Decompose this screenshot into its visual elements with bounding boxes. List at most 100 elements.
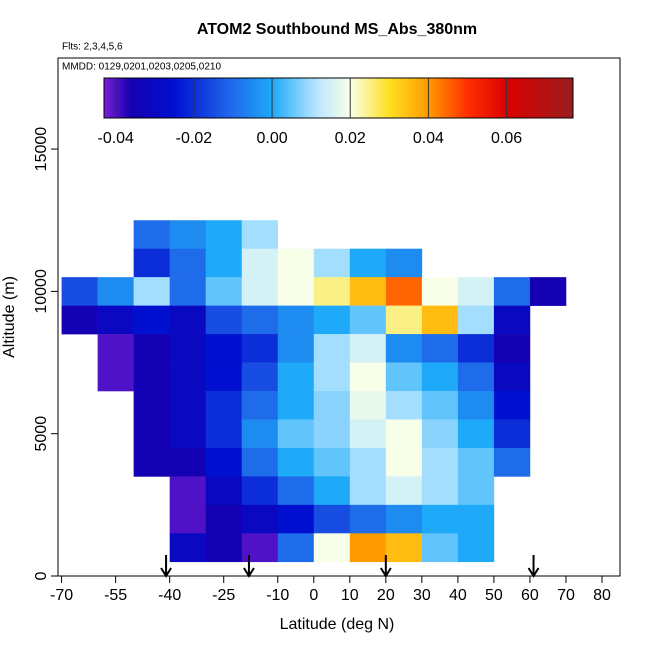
heat-cell: [205, 504, 243, 534]
heat-cell: [385, 334, 423, 363]
heat-cell: [313, 476, 351, 506]
heat-cell: [493, 447, 531, 477]
x-tick-label: 0: [309, 587, 318, 604]
heat-cell: [241, 305, 279, 335]
flight-arrow: [527, 555, 540, 578]
heat-cell: [313, 447, 351, 477]
colorbar-tick-label: 0.02: [335, 130, 366, 147]
colorbar: [103, 77, 574, 119]
heat-cell: [277, 334, 315, 363]
heat-cell: [277, 277, 315, 306]
heat-cell: [385, 305, 423, 335]
heat-cell: [421, 391, 459, 420]
heat-cell: [205, 220, 243, 249]
flight-arrow: [160, 555, 172, 578]
heat-cell: [277, 362, 315, 392]
y-tick-label: 10000: [33, 269, 50, 314]
heat-cell: [277, 419, 315, 449]
heat-cell: [349, 391, 387, 420]
heat-cell: [133, 277, 170, 306]
heat-cell: [97, 305, 134, 335]
heat-cell: [205, 533, 243, 563]
heat-cell: [313, 391, 351, 420]
heat-cell: [385, 248, 423, 278]
heatmap: [61, 220, 567, 563]
heat-cell: [385, 447, 423, 477]
subtitle: Flts: 2,3,4,5,6: [62, 42, 123, 53]
heat-cell: [169, 504, 207, 534]
heat-cell: [313, 419, 351, 449]
heat-cell: [277, 447, 315, 477]
heat-cell: [133, 419, 170, 449]
x-tick-label: 60: [521, 587, 539, 604]
heat-cell: [457, 391, 495, 420]
heat-cell: [241, 447, 279, 477]
heat-cell: [385, 391, 423, 420]
x-tick-label: -55: [104, 587, 127, 604]
x-tick-label: -70: [50, 587, 73, 604]
y-axis-label: Altitude (m): [1, 276, 18, 358]
heat-cell: [241, 334, 279, 363]
heat-cell: [241, 504, 279, 534]
heat-cell: [133, 248, 170, 278]
x-tick-label: 10: [341, 587, 359, 604]
heat-cell: [493, 362, 531, 392]
heat-cell: [205, 334, 243, 363]
colorbar-tick-label: -0.04: [97, 130, 134, 147]
heat-cell: [421, 447, 459, 477]
heat-cell: [205, 362, 243, 392]
heat-cell: [457, 476, 495, 506]
heat-cell: [169, 362, 207, 392]
heat-cell: [457, 277, 495, 306]
heat-cell: [313, 334, 351, 363]
heat-cell: [313, 504, 351, 534]
flight-arrow: [243, 555, 255, 578]
heat-cell: [241, 476, 279, 506]
y-tick-label: 0: [33, 571, 50, 580]
heat-cell: [385, 362, 423, 392]
heat-cell: [349, 334, 387, 363]
heat-cell: [61, 305, 98, 335]
heat-cell: [421, 476, 459, 506]
heat-cell: [349, 504, 387, 534]
heat-cell: [133, 334, 170, 363]
annotation: MMDD: 0129,0201,0203,0205,0210: [62, 62, 221, 73]
heat-cell: [205, 248, 243, 278]
heat-cell: [421, 419, 459, 449]
heat-cell: [97, 362, 134, 392]
heat-cell: [133, 362, 170, 392]
heat-cell: [205, 391, 243, 420]
heat-cell: [277, 504, 315, 534]
heat-cell: [349, 447, 387, 477]
x-axis-label: Latitude (deg N): [280, 616, 395, 633]
heat-cell: [169, 334, 207, 363]
heat-cell: [241, 277, 279, 306]
heat-cell: [493, 334, 531, 363]
heat-cell: [421, 305, 459, 335]
x-tick-label: 40: [449, 587, 467, 604]
heat-cell: [385, 476, 423, 506]
heat-cell: [385, 277, 423, 306]
heat-cell: [349, 476, 387, 506]
chart-title: ATOM2 Southbound MS_Abs_380nm: [197, 21, 477, 38]
x-tick-label: 80: [593, 587, 611, 604]
heat-cell: [169, 476, 207, 506]
heat-cell: [241, 533, 279, 563]
heat-cell: [421, 277, 459, 306]
heat-cell: [205, 277, 243, 306]
heat-cell: [61, 277, 98, 306]
heat-cell: [349, 419, 387, 449]
heat-cell: [421, 504, 459, 534]
heat-cell: [97, 277, 134, 306]
heat-cell: [133, 391, 170, 420]
x-tick-label: -25: [212, 587, 235, 604]
heat-cell: [169, 248, 207, 278]
heat-cell: [133, 447, 170, 477]
x-tick-label: 20: [377, 587, 395, 604]
heat-cell: [277, 305, 315, 335]
heat-cell: [493, 277, 531, 306]
x-tick-label: 70: [557, 587, 575, 604]
x-tick-label: 50: [485, 587, 503, 604]
heat-cell: [205, 447, 243, 477]
heat-cell: [421, 362, 459, 392]
